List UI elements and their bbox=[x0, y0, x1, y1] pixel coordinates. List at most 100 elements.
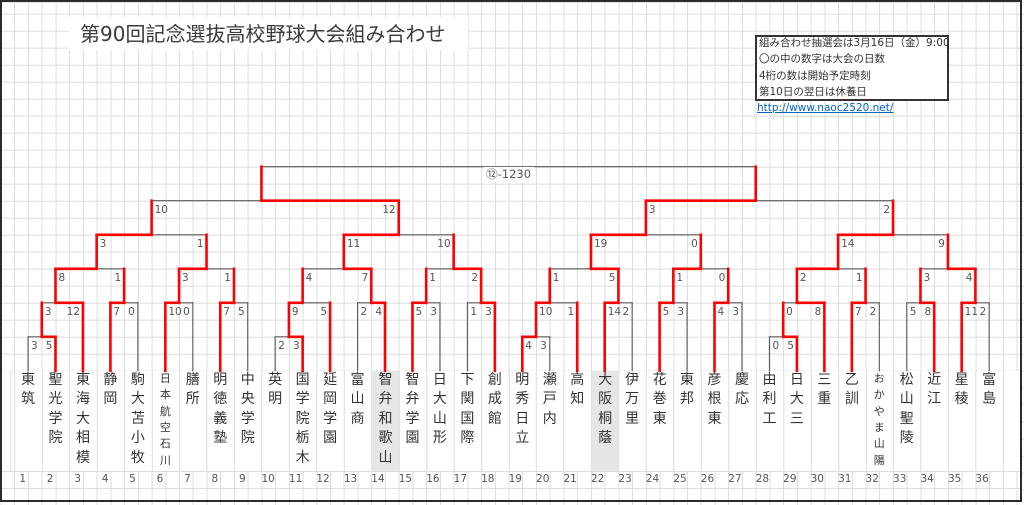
score-left: 10 bbox=[154, 203, 168, 216]
score-right: 5 bbox=[787, 339, 794, 352]
team-number: 23 bbox=[618, 473, 632, 485]
team-number: 14 bbox=[371, 473, 385, 485]
score-right: 8 bbox=[814, 305, 822, 318]
team-number: 30 bbox=[810, 473, 824, 485]
info-box: 組み合わせ抽選会は3月16日（金）9:00~ 〇の中の数字は大会の日数 4桁の数… bbox=[755, 35, 949, 101]
team-name: おかやま山陽 bbox=[873, 371, 885, 467]
team-name: 創成館 bbox=[487, 371, 502, 427]
team-name: 三重 bbox=[817, 371, 832, 408]
team-name: 明徳義塾 bbox=[213, 371, 228, 447]
score-left: 2 bbox=[278, 339, 285, 352]
team-number: 22 bbox=[590, 473, 605, 485]
score-right: 4 bbox=[375, 305, 382, 318]
team-name: 富山商 bbox=[350, 371, 365, 427]
score-left: 7 bbox=[854, 305, 862, 318]
score-left: 1 bbox=[676, 271, 684, 284]
score-right: 0 bbox=[183, 305, 190, 318]
team-name: 智弁学園 bbox=[405, 371, 420, 447]
score-right: 1 bbox=[224, 271, 231, 284]
score-right: 1 bbox=[855, 271, 863, 284]
score-left: 10 bbox=[168, 305, 182, 318]
score-left: 0 bbox=[772, 339, 780, 352]
score-right: 5 bbox=[45, 339, 53, 352]
team-name: 明秀日立 bbox=[515, 371, 530, 447]
score-right: 5 bbox=[608, 271, 616, 284]
score-left: 10 bbox=[539, 305, 553, 318]
score-left: 1 bbox=[470, 305, 478, 318]
team-names-row bbox=[0, 370, 1020, 471]
team-name: 智弁和歌山 bbox=[372, 370, 399, 471]
score-left: 9 bbox=[291, 305, 299, 318]
score-right: 7 bbox=[361, 271, 369, 284]
score-right: 0 bbox=[718, 271, 726, 284]
team-number: 6 bbox=[156, 473, 164, 485]
score-left: 2 bbox=[799, 271, 807, 284]
score-left: 4 bbox=[717, 305, 725, 318]
info-draw-date: 組み合わせ抽選会は3月16日（金）9:00~ bbox=[759, 37, 949, 49]
team-number: 15 bbox=[398, 473, 413, 485]
score-left: 2 bbox=[360, 305, 368, 318]
team-name: 中央学院 bbox=[240, 371, 255, 447]
team-number: 1 bbox=[19, 473, 27, 485]
team-number: 28 bbox=[755, 473, 770, 485]
team-number: 21 bbox=[563, 473, 577, 485]
team-name: 彦根東 bbox=[707, 371, 722, 427]
team-name: 東海大相模 bbox=[75, 371, 90, 466]
team-name: 延岡学園 bbox=[323, 371, 338, 447]
score-right: 2 bbox=[471, 271, 479, 284]
team-number: 9 bbox=[239, 473, 246, 485]
team-name: 由利工 bbox=[762, 371, 777, 427]
score-left: 7 bbox=[113, 305, 121, 318]
team-name: 膳所 bbox=[185, 371, 200, 408]
score-right: 1 bbox=[114, 271, 122, 284]
score-right: 3 bbox=[292, 339, 300, 352]
info-circled-number-note: 〇の中の数字は大会の日数 bbox=[759, 53, 885, 66]
team-name: 瀬戸内 bbox=[542, 371, 557, 427]
score-right: 10 bbox=[437, 237, 451, 250]
team-number: 5 bbox=[129, 473, 136, 485]
team-name: 近江 bbox=[927, 371, 942, 408]
team-name: 日大三 bbox=[789, 371, 804, 427]
team-name: 国学院栃木 bbox=[295, 371, 310, 466]
score-right: 3 bbox=[540, 339, 547, 352]
score-left: 3 bbox=[99, 237, 107, 250]
team-number: 33 bbox=[893, 473, 907, 485]
team-name: 日大山形 bbox=[432, 371, 447, 447]
team-name: 駒大苫小牧 bbox=[130, 371, 145, 466]
team-name: 東邦 bbox=[680, 371, 695, 408]
team-number: 20 bbox=[536, 473, 550, 485]
team-number: 25 bbox=[673, 473, 687, 485]
team-number: 4 bbox=[101, 473, 109, 485]
score-right: 1 bbox=[196, 237, 204, 250]
team-number: 8 bbox=[211, 473, 219, 485]
team-number: 3 bbox=[74, 473, 81, 485]
score-right: 5 bbox=[238, 305, 245, 318]
team-number: 27 bbox=[728, 473, 742, 485]
score-right: 12 bbox=[66, 305, 80, 318]
score-left: 7 bbox=[223, 305, 230, 318]
score-right: 3 bbox=[732, 305, 739, 318]
team-name: 伊万里 bbox=[625, 371, 640, 427]
info-time-note: 4桁の数は開始予定時刻 bbox=[759, 69, 871, 82]
score-left: 14 bbox=[607, 305, 622, 318]
score-right: 12 bbox=[382, 203, 396, 216]
team-name: 英明 bbox=[268, 371, 283, 408]
score-right: 1 bbox=[567, 305, 575, 318]
source-link[interactable]: http://www.naoc2520.net/ bbox=[757, 102, 894, 114]
score-right: 2 bbox=[883, 203, 891, 216]
score-left: 14 bbox=[841, 237, 855, 250]
score-right: 0 bbox=[691, 237, 698, 250]
team-number: 31 bbox=[838, 473, 852, 485]
score-left: 3 bbox=[923, 271, 931, 284]
team-number: 34 bbox=[920, 473, 934, 485]
team-number: 32 bbox=[865, 473, 879, 485]
score-left: 5 bbox=[662, 305, 670, 318]
team-number: 16 bbox=[426, 473, 440, 485]
score-left: 5 bbox=[415, 305, 423, 318]
team-number: 36 bbox=[975, 473, 989, 485]
team-name: 下関国際 bbox=[460, 371, 475, 447]
page-title: 第90回記念選抜高校野球大会組み合わせ bbox=[80, 22, 446, 46]
team-number: 2 bbox=[46, 473, 54, 485]
score-left: 0 bbox=[786, 305, 793, 318]
